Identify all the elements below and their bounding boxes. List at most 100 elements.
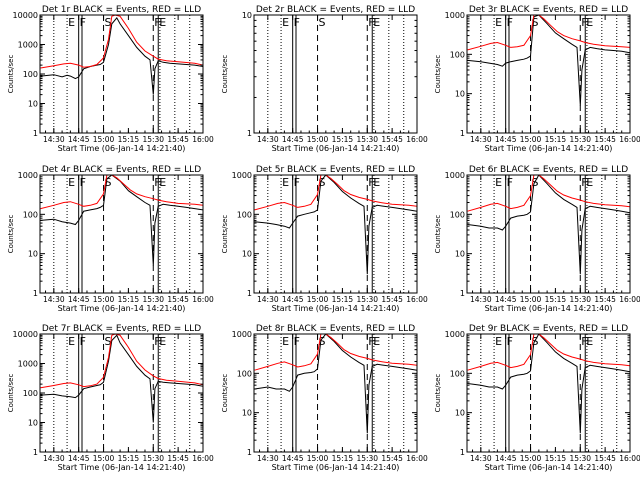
marker-label: F: [80, 335, 86, 348]
x-tick-label: 15:15: [545, 454, 567, 463]
y-tick-label: 1: [247, 448, 252, 457]
x-tick-label: 15:45: [594, 135, 616, 144]
y-tick-label: 10: [455, 409, 465, 418]
x-axis-label: Start Time (06-Jan-14 14:21:40): [58, 463, 186, 472]
y-axis-label: Counts/sec: [434, 215, 442, 254]
y-axis-label: Counts/sec: [7, 215, 15, 254]
x-tick-label: 15:00: [307, 454, 329, 463]
y-tick-label: 1: [460, 448, 465, 457]
x-tick-label: 14:30: [43, 295, 65, 304]
marker-label: E: [586, 335, 593, 348]
marker-label: E: [159, 335, 166, 348]
x-tick-label: 15:15: [332, 135, 354, 144]
plot-frame: [39, 14, 204, 134]
x-tick-label: 15:00: [93, 454, 115, 463]
plot-area: E F S FE: [467, 175, 630, 293]
x-tick-label: 16:00: [619, 135, 640, 144]
series-events: [40, 17, 203, 95]
marker-label: S: [105, 176, 112, 189]
panel-title: Det 6r BLACK = Events, RED = LLD: [469, 165, 628, 175]
y-axis-label: Counts/sec: [434, 374, 442, 413]
plot-area: E F S FE: [40, 15, 203, 133]
y-tick-label: 10: [242, 409, 252, 418]
x-tick-label: 14:45: [495, 454, 517, 463]
y-tick-label: 10000: [13, 11, 38, 20]
plot-frame: [466, 174, 631, 294]
x-tick-label: 14:45: [282, 454, 304, 463]
plot-frame: [466, 333, 631, 453]
marker-label: E: [159, 16, 166, 29]
x-tick-label: 16:00: [192, 454, 214, 463]
series-events: [40, 175, 203, 266]
x-axis-label: Start Time (06-Jan-14 14:21:40): [58, 144, 186, 153]
x-tick-label: 15:15: [118, 295, 140, 304]
y-tick-label: 1000: [232, 330, 252, 339]
marker-label: F: [154, 16, 160, 29]
series-lld: [40, 334, 203, 389]
x-tick-label: 15:30: [569, 295, 591, 304]
marker-label: E: [373, 16, 380, 29]
series-lld: [40, 175, 203, 210]
x-tick-label: 15:30: [569, 454, 591, 463]
plot-frame: [253, 174, 418, 294]
x-tick-label: 16:00: [406, 295, 428, 304]
x-tick-label: 15:30: [356, 454, 378, 463]
marker-label: E: [159, 176, 166, 189]
marker-label: E: [586, 176, 593, 189]
marker-label: F: [294, 16, 300, 29]
x-tick-label: 14:30: [470, 454, 492, 463]
plot-area: E F S FE: [40, 334, 203, 452]
y-tick-label: 10: [28, 100, 38, 109]
y-tick-label: 1000: [445, 11, 465, 20]
x-tick-label: 14:30: [257, 295, 279, 304]
plot-area: E F S FE: [40, 175, 203, 293]
x-tick-label: 14:45: [68, 295, 90, 304]
x-tick-label: 15:15: [545, 295, 567, 304]
marker-label: S: [105, 335, 112, 348]
marker-label: E: [282, 16, 289, 29]
marker-label: F: [80, 16, 86, 29]
y-tick-label: 100: [450, 369, 465, 378]
x-tick-label: 15:00: [307, 135, 329, 144]
y-axis-label: Counts/sec: [221, 374, 229, 413]
marker-label: F: [368, 335, 374, 348]
x-axis-label: Start Time (06-Jan-14 14:21:40): [272, 304, 400, 313]
y-tick-label: 10: [28, 250, 38, 259]
x-tick-label: 15:15: [332, 454, 354, 463]
y-tick-label: 1000: [445, 171, 465, 180]
y-tick-label: 10: [28, 419, 38, 428]
series-lld: [467, 175, 630, 212]
series-events: [254, 175, 417, 275]
x-tick-label: 16:00: [619, 454, 640, 463]
x-tick-label: 15:30: [142, 295, 164, 304]
marker-label: S: [319, 16, 326, 29]
marker-label: E: [68, 335, 75, 348]
x-tick-label: 15:30: [142, 135, 164, 144]
x-tick-label: 16:00: [192, 295, 214, 304]
x-tick-label: 15:45: [381, 454, 403, 463]
y-axis-label: Counts/sec: [7, 55, 15, 94]
y-axis-label: Counts/sec: [221, 55, 229, 94]
x-tick-label: 15:00: [520, 135, 542, 144]
y-axis-label: Counts/sec: [7, 374, 15, 413]
x-tick-label: 15:00: [520, 295, 542, 304]
x-tick-label: 15:30: [356, 135, 378, 144]
y-tick-label: 1: [247, 289, 252, 298]
y-tick-label: 1000: [232, 171, 252, 180]
marker-label: E: [495, 335, 502, 348]
y-tick-label: 1: [33, 289, 38, 298]
x-tick-label: 16:00: [406, 454, 428, 463]
marker-label: E: [282, 335, 289, 348]
x-tick-label: 16:00: [619, 295, 640, 304]
x-tick-label: 14:45: [68, 135, 90, 144]
plot-area: E F S FE: [254, 334, 417, 452]
x-tick-label: 15:45: [381, 295, 403, 304]
y-tick-label: 1000: [18, 41, 38, 50]
x-axis-label: Start Time (06-Jan-14 14:21:40): [272, 463, 400, 472]
y-tick-label: 100: [237, 210, 252, 219]
y-tick-label: 1: [247, 129, 252, 138]
marker-label: S: [319, 335, 326, 348]
